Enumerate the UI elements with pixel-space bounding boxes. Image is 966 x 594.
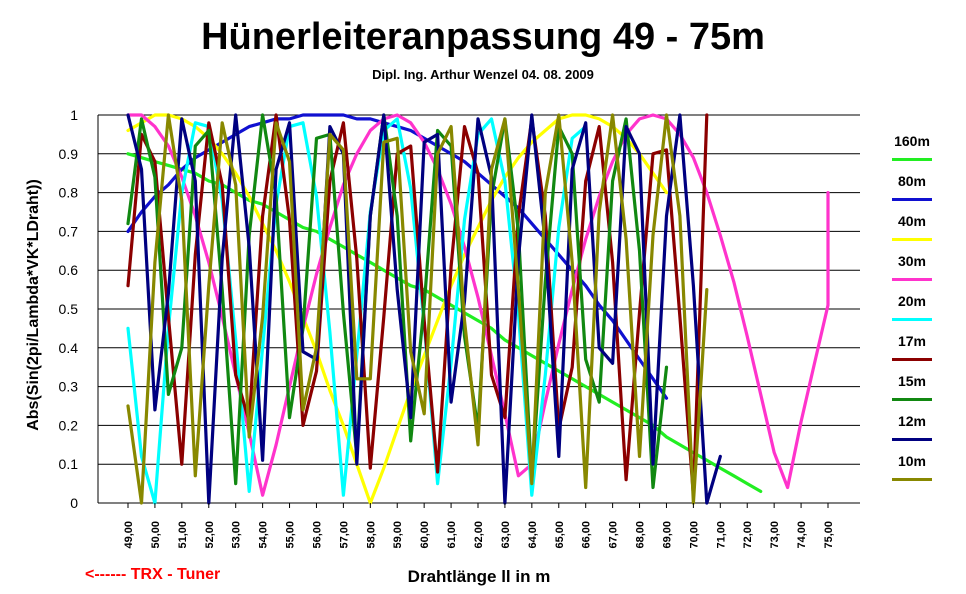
x-tick-label: 58,00 <box>365 521 377 549</box>
x-tick-label: 62,00 <box>473 521 485 549</box>
y-tick-label: 0 <box>70 495 78 511</box>
x-tick-label: 73,00 <box>769 521 781 549</box>
x-tick-label: 52,00 <box>204 521 216 549</box>
legend-label-15m: 15m <box>897 373 927 389</box>
x-tick-label: 51,00 <box>177 521 189 549</box>
x-tick-label: 53,00 <box>231 521 243 549</box>
x-tick-label: 69,00 <box>661 521 673 549</box>
x-tick-label: 60,00 <box>419 521 431 549</box>
y-tick-label: 1 <box>70 107 78 123</box>
x-tick-label: 56,00 <box>311 521 323 549</box>
legend-swatch-20m <box>892 318 932 321</box>
y-tick-label: 0.7 <box>59 223 79 239</box>
chart-title: Hünerleiteranpassung 49 - 75m <box>201 16 765 58</box>
legend-swatch-30m <box>892 278 932 281</box>
x-tick-label: 71,00 <box>715 521 727 549</box>
series-line-30m <box>126 113 830 497</box>
y-tick-label: 0.6 <box>59 262 79 278</box>
y-tick-label: 0.3 <box>59 379 79 395</box>
legend-label-17m: 17m <box>897 333 927 349</box>
chart-subtitle: Dipl. Ing. Arthur Wenzel 04. 08. 2009 <box>372 67 594 82</box>
legend-label-30m: 30m <box>897 253 927 269</box>
legend-label-80m: 80m <box>897 173 927 189</box>
legend-swatch-15m <box>892 398 932 401</box>
legend-swatch-80m <box>892 198 932 201</box>
x-tick-label: 70,00 <box>688 521 700 549</box>
y-tick-label: 0.5 <box>59 301 79 317</box>
x-axis-title: Drahtlänge ll in m <box>408 567 551 586</box>
y-tick-label: 0.9 <box>59 146 79 162</box>
x-tick-label: 57,00 <box>338 521 350 549</box>
legend-label-12m: 12m <box>897 413 927 429</box>
y-tick-label: 0.1 <box>59 456 79 472</box>
series-line-40m <box>126 113 669 505</box>
x-tick-label: 55,00 <box>285 521 297 549</box>
x-tick-label: 49,00 <box>123 521 135 549</box>
x-tick-label: 75,00 <box>823 521 835 549</box>
x-tick-label: 59,00 <box>392 521 404 549</box>
x-tick-label: 65,00 <box>554 521 566 549</box>
legend-swatch-17m <box>892 358 932 361</box>
series-line-15m <box>126 113 669 490</box>
x-tick-label: 61,00 <box>446 521 458 549</box>
legend-label-20m: 20m <box>897 293 927 309</box>
legend-swatch-10m <box>892 478 932 481</box>
x-tick-label: 63,00 <box>500 521 512 549</box>
y-tick-label: 0.8 <box>59 185 79 201</box>
x-tick-label: 68,00 <box>635 521 647 549</box>
series-line-10m <box>126 113 709 505</box>
legend-swatch-40m <box>892 238 932 241</box>
x-tick-label: 67,00 <box>608 521 620 549</box>
y-tick-label: 0.2 <box>59 417 79 433</box>
legend-label-40m: 40m <box>897 213 927 229</box>
x-tick-label: 64,00 <box>527 521 539 549</box>
x-tick-label: 74,00 <box>796 521 808 549</box>
legend-label-10m: 10m <box>897 453 927 469</box>
x-tick-label: 72,00 <box>742 521 754 549</box>
y-axis-title: Abs(Sin(2pi/Lambda*VK*LDraht)) <box>25 179 42 431</box>
legend-label-160m: 160m <box>894 133 930 149</box>
x-tick-label: 54,00 <box>258 521 270 549</box>
x-tick-label: 50,00 <box>150 521 162 549</box>
x-tick-label: 66,00 <box>581 521 593 549</box>
legend-swatch-160m <box>892 158 932 161</box>
y-tick-label: 0.4 <box>59 340 79 356</box>
trx-tuner-note: <------ TRX - Tuner <box>85 566 221 583</box>
legend-swatch-12m <box>892 438 932 441</box>
